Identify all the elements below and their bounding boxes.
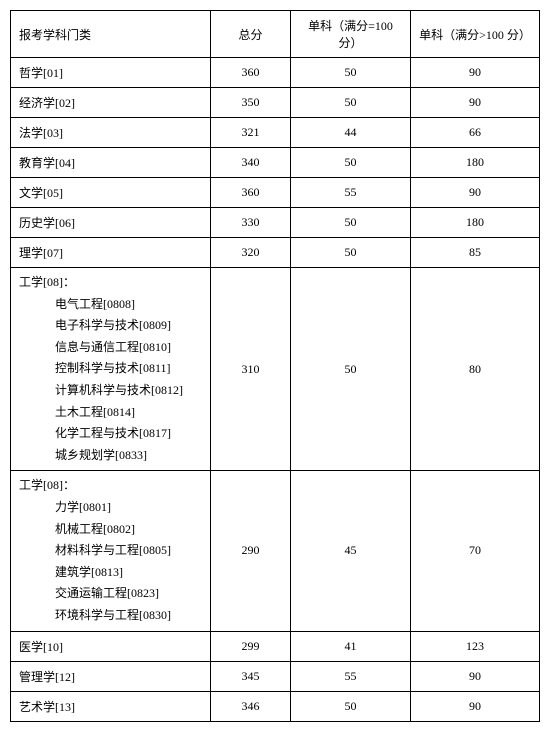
category-sub-line: 电气工程[0808] xyxy=(55,294,202,316)
category-sub-line: 环境科学与工程[0830] xyxy=(55,605,202,627)
category-header-line: 工学[08]： xyxy=(19,475,202,497)
category-header-line: 工学[08]： xyxy=(19,272,202,294)
cell-sub2: 80 xyxy=(411,268,540,471)
category-sub-line: 化学工程与技术[0817] xyxy=(55,423,202,445)
cell-category: 教育学[04] xyxy=(11,148,211,178)
cell-category: 历史学[06] xyxy=(11,208,211,238)
cell-sub2: 123 xyxy=(411,631,540,661)
cell-category: 工学[08]：力学[0801]机械工程[0802]材料科学与工程[0805]建筑… xyxy=(11,471,211,631)
cell-category: 哲学[01] xyxy=(11,58,211,88)
cell-total: 321 xyxy=(211,118,291,148)
cell-sub2: 90 xyxy=(411,691,540,721)
table-row: 工学[08]：电气工程[0808]电子科学与技术[0809]信息与通信工程[08… xyxy=(11,268,540,471)
cell-total: 320 xyxy=(211,238,291,268)
cell-sub2: 70 xyxy=(411,471,540,631)
header-sub1: 单科（满分=100 分） xyxy=(291,11,411,58)
cell-sub1: 50 xyxy=(291,268,411,471)
cell-category: 管理学[12] xyxy=(11,661,211,691)
cell-category: 法学[03] xyxy=(11,118,211,148)
cell-total: 350 xyxy=(211,88,291,118)
cell-sub1: 50 xyxy=(291,208,411,238)
category-sub-line: 计算机科学与技术[0812] xyxy=(55,380,202,402)
cell-sub1: 45 xyxy=(291,471,411,631)
category-sub-line: 城乡规划学[0833] xyxy=(55,445,202,467)
cell-sub1: 55 xyxy=(291,178,411,208)
cell-sub1: 50 xyxy=(291,88,411,118)
header-sub2: 单科（满分>100 分） xyxy=(411,11,540,58)
table-row: 管理学[12]3455590 xyxy=(11,661,540,691)
category-sub-line: 电子科学与技术[0809] xyxy=(55,315,202,337)
cell-sub2: 180 xyxy=(411,208,540,238)
cell-sub2: 66 xyxy=(411,118,540,148)
cell-category: 文学[05] xyxy=(11,178,211,208)
cell-total: 360 xyxy=(211,58,291,88)
cell-sub1: 41 xyxy=(291,631,411,661)
cell-sub1: 50 xyxy=(291,691,411,721)
cell-category: 医学[10] xyxy=(11,631,211,661)
category-sub-line: 控制科学与技术[0811] xyxy=(55,358,202,380)
table-row: 理学[07]3205085 xyxy=(11,238,540,268)
cell-total: 346 xyxy=(211,691,291,721)
cell-sub1: 44 xyxy=(291,118,411,148)
table-row: 文学[05]3605590 xyxy=(11,178,540,208)
cell-sub2: 85 xyxy=(411,238,540,268)
header-row: 报考学科门类 总分 单科（满分=100 分） 单科（满分>100 分） xyxy=(11,11,540,58)
cell-total: 345 xyxy=(211,661,291,691)
cell-sub2: 90 xyxy=(411,58,540,88)
cell-sub2: 90 xyxy=(411,88,540,118)
category-sub-line: 信息与通信工程[0810] xyxy=(55,337,202,359)
cell-sub1: 50 xyxy=(291,58,411,88)
table-row: 教育学[04]34050180 xyxy=(11,148,540,178)
cell-total: 310 xyxy=(211,268,291,471)
cell-category: 理学[07] xyxy=(11,238,211,268)
table-row: 艺术学[13]3465090 xyxy=(11,691,540,721)
cell-category: 经济学[02] xyxy=(11,88,211,118)
table-row: 历史学[06]33050180 xyxy=(11,208,540,238)
cell-total: 290 xyxy=(211,471,291,631)
category-sub-line: 土木工程[0814] xyxy=(55,402,202,424)
table-row: 工学[08]：力学[0801]机械工程[0802]材料科学与工程[0805]建筑… xyxy=(11,471,540,631)
cell-sub2: 180 xyxy=(411,148,540,178)
cell-sub1: 55 xyxy=(291,661,411,691)
category-sub-line: 机械工程[0802] xyxy=(55,519,202,541)
table-row: 法学[03]3214466 xyxy=(11,118,540,148)
category-sub-line: 交通运输工程[0823] xyxy=(55,583,202,605)
cell-total: 340 xyxy=(211,148,291,178)
category-sub-line: 材料科学与工程[0805] xyxy=(55,540,202,562)
header-category: 报考学科门类 xyxy=(11,11,211,58)
table-row: 哲学[01]3605090 xyxy=(11,58,540,88)
cell-total: 299 xyxy=(211,631,291,661)
cell-total: 330 xyxy=(211,208,291,238)
cell-sub1: 50 xyxy=(291,238,411,268)
cell-category: 艺术学[13] xyxy=(11,691,211,721)
cell-sub1: 50 xyxy=(291,148,411,178)
table-row: 医学[10]29941123 xyxy=(11,631,540,661)
category-sub-line: 力学[0801] xyxy=(55,497,202,519)
header-total: 总分 xyxy=(211,11,291,58)
cell-category: 工学[08]：电气工程[0808]电子科学与技术[0809]信息与通信工程[08… xyxy=(11,268,211,471)
score-table: 报考学科门类 总分 单科（满分=100 分） 单科（满分>100 分） 哲学[0… xyxy=(10,10,540,722)
cell-total: 360 xyxy=(211,178,291,208)
cell-sub2: 90 xyxy=(411,178,540,208)
category-sub-line: 建筑学[0813] xyxy=(55,562,202,584)
cell-sub2: 90 xyxy=(411,661,540,691)
table-row: 经济学[02]3505090 xyxy=(11,88,540,118)
